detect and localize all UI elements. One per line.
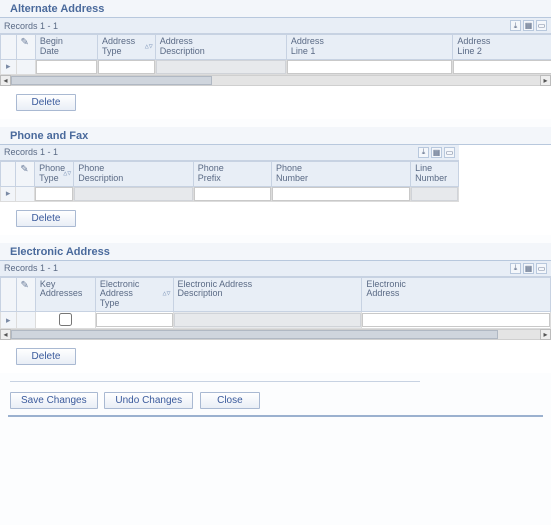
col-phone-type[interactable]: PhoneType▵▿ xyxy=(35,161,74,186)
col-address-description[interactable]: AddressDescription xyxy=(155,35,286,60)
divider xyxy=(10,381,420,382)
alt-grid: ✎ BeginDate AddressType▵▿ AddressDescrip… xyxy=(0,34,551,75)
col-elec-description[interactable]: Electronic AddressDescription xyxy=(173,277,362,312)
pencil-icon[interactable]: ✎ xyxy=(20,164,28,175)
export-icon[interactable]: ⤓ xyxy=(510,263,521,274)
alt-address-desc-input[interactable] xyxy=(156,60,286,74)
phone-records-text: Records 1 - 1 xyxy=(4,147,58,157)
alt-records-bar: Records 1 - 1 ⤓ ▦ ▭ xyxy=(0,18,551,34)
col-phone-prefix[interactable]: PhonePrefix xyxy=(193,161,271,186)
phone-delete-button[interactable]: Delete xyxy=(16,210,76,227)
row-qbe[interactable] xyxy=(16,312,35,329)
save-changes-button[interactable]: Save Changes xyxy=(10,392,98,409)
col-begin-date[interactable]: BeginDate xyxy=(35,35,97,60)
col-address-type[interactable]: AddressType▵▿ xyxy=(98,35,156,60)
alt-records-text: Records 1 - 1 xyxy=(4,21,58,31)
row-selector[interactable]: ▸ xyxy=(1,59,17,74)
col-key-addresses[interactable]: KeyAddresses xyxy=(35,277,95,312)
col-phone-number[interactable]: PhoneNumber xyxy=(272,161,411,186)
phone-row: ▸ xyxy=(1,186,459,201)
scroll-left-icon[interactable]: ◂ xyxy=(0,75,11,86)
alt-hscroll[interactable]: ◂ ▸ xyxy=(0,75,551,86)
customize-grid-icon[interactable]: ▦ xyxy=(523,263,534,274)
phone-type-input[interactable] xyxy=(35,187,73,201)
elec-key-checkbox[interactable] xyxy=(59,313,72,326)
phone-records-bar: Records 1 - 1 ⤓ ▦ ▭ xyxy=(0,145,459,161)
elec-desc-input[interactable] xyxy=(174,313,362,327)
col-phone-description[interactable]: PhoneDescription xyxy=(74,161,194,186)
alt-address-line2-input[interactable] xyxy=(453,60,551,74)
elec-address-input[interactable] xyxy=(362,313,550,327)
col-address-line2[interactable]: AddressLine 2 xyxy=(453,35,551,60)
scroll-left-icon[interactable]: ◂ xyxy=(0,329,11,340)
alt-header-row: ✎ BeginDate AddressType▵▿ AddressDescrip… xyxy=(1,35,551,60)
elec-records-text: Records 1 - 1 xyxy=(4,263,58,273)
maximize-icon[interactable]: ▭ xyxy=(444,147,455,158)
export-icon[interactable]: ⤓ xyxy=(510,20,521,31)
phone-fax-panel: Phone and Fax Records 1 - 1 ⤓ ▦ ▭ ✎ Phon… xyxy=(0,127,551,235)
alt-address-line1-input[interactable] xyxy=(287,60,453,74)
elec-records-bar: Records 1 - 1 ⤓ ▦ ▭ xyxy=(0,261,551,277)
customize-grid-icon[interactable]: ▦ xyxy=(523,20,534,31)
alternate-address-panel: Alternate Address Records 1 - 1 ⤓ ▦ ▭ ✎ … xyxy=(0,0,551,119)
elec-grid: ✎ KeyAddresses Electronic AddressType▵▿ … xyxy=(0,277,551,330)
phone-header-row: ✎ PhoneType▵▿ PhoneDescription PhonePref… xyxy=(1,161,459,186)
alt-row: ▸ xyxy=(1,59,551,74)
phone-line-number-input[interactable] xyxy=(411,187,458,201)
alt-begin-date-input[interactable] xyxy=(36,60,97,74)
undo-changes-button[interactable]: Undo Changes xyxy=(104,392,193,409)
row-qbe[interactable] xyxy=(16,59,35,74)
alt-delete-button[interactable]: Delete xyxy=(16,94,76,111)
electronic-address-panel: Electronic Address Records 1 - 1 ⤓ ▦ ▭ ✎… xyxy=(0,243,551,374)
col-address-line1[interactable]: AddressLine 1 xyxy=(286,35,453,60)
footer-buttons: Save Changes Undo Changes Close xyxy=(10,392,551,409)
scroll-right-icon[interactable]: ▸ xyxy=(540,75,551,86)
customize-grid-icon[interactable]: ▦ xyxy=(431,147,442,158)
col-elec-type[interactable]: Electronic AddressType▵▿ xyxy=(95,277,173,312)
phone-number-input[interactable] xyxy=(272,187,410,201)
col-line-number[interactable]: LineNumber xyxy=(411,161,459,186)
row-selector[interactable]: ▸ xyxy=(1,186,16,201)
phone-desc-input[interactable] xyxy=(74,187,193,201)
row-selector[interactable]: ▸ xyxy=(1,312,17,329)
electronic-address-title: Electronic Address xyxy=(0,243,551,261)
maximize-icon[interactable]: ▭ xyxy=(536,263,547,274)
col-elec-address[interactable]: ElectronicAddress xyxy=(362,277,551,312)
phone-grid: ✎ PhoneType▵▿ PhoneDescription PhonePref… xyxy=(0,161,459,202)
footer-separator xyxy=(8,415,543,417)
phone-fax-title: Phone and Fax xyxy=(0,127,551,145)
export-icon[interactable]: ⤓ xyxy=(418,147,429,158)
phone-prefix-input[interactable] xyxy=(194,187,271,201)
elec-delete-button[interactable]: Delete xyxy=(16,348,76,365)
scroll-right-icon[interactable]: ▸ xyxy=(540,329,551,340)
row-qbe[interactable] xyxy=(16,186,35,201)
elec-hscroll[interactable]: ◂ ▸ xyxy=(0,329,551,340)
elec-row: ▸ xyxy=(1,312,551,329)
alternate-address-title: Alternate Address xyxy=(0,0,551,18)
pencil-icon[interactable]: ✎ xyxy=(21,37,29,48)
alt-address-type-input[interactable] xyxy=(98,60,155,74)
elec-header-row: ✎ KeyAddresses Electronic AddressType▵▿ … xyxy=(1,277,551,312)
maximize-icon[interactable]: ▭ xyxy=(536,20,547,31)
pencil-icon[interactable]: ✎ xyxy=(21,280,29,291)
close-button[interactable]: Close xyxy=(200,392,260,409)
elec-type-input[interactable] xyxy=(96,313,173,327)
